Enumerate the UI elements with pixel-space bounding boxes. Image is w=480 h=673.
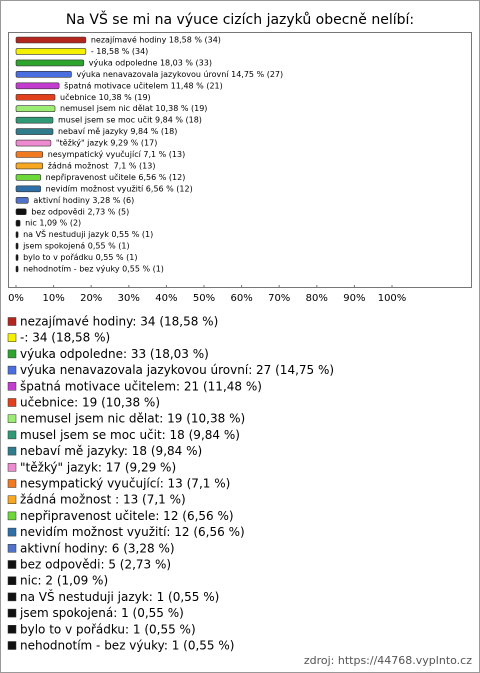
bar xyxy=(15,48,87,55)
bar-label: bez odpovědi 2,73 % (5) xyxy=(31,207,129,216)
bar xyxy=(15,162,43,170)
legend-label: nemusel jsem nic dělat: 19 (10,38 %) xyxy=(20,412,245,426)
legend-swatch xyxy=(7,430,17,440)
x-tick-label: 0% xyxy=(8,293,24,304)
legend-label: na VŠ nestuduji jazyk: 1 (0,55 %) xyxy=(20,589,219,604)
bar-label: na VŠ nestuduji jazyk 0,55 % (1) xyxy=(23,228,153,239)
legend-swatch xyxy=(7,625,17,634)
bar xyxy=(15,36,87,44)
x-tick-label: 30% xyxy=(118,293,140,304)
bar-label: výuka odpoledne 18,03 % (33) xyxy=(89,58,212,67)
legend-swatch xyxy=(7,349,17,359)
legend-label: učebnice: 19 (10,38 %) xyxy=(20,396,160,410)
bar-label: nehodnotím - bez výuky 0,55 % (1) xyxy=(23,265,164,274)
legend-swatch xyxy=(7,382,17,391)
legend-label: aktivní hodiny: 6 (3,28 %) xyxy=(20,541,175,555)
bar-label: - 18,58 % (34) xyxy=(91,47,148,56)
bar xyxy=(15,116,54,124)
bar xyxy=(15,139,52,147)
legend-swatch xyxy=(7,479,17,488)
legend-swatch xyxy=(7,592,17,602)
source: zdroj: https://44768.vyplnto.cz xyxy=(304,654,472,667)
bar xyxy=(15,105,56,112)
legend-label: "těžký" jazyk: 17 (9,29 %) xyxy=(20,460,176,474)
bar xyxy=(15,174,41,181)
bar xyxy=(15,219,21,227)
bar-label: "těžký" jazyk 9,29 % (17) xyxy=(56,139,157,148)
legend-label: -: 34 (18,58 %) xyxy=(20,331,110,345)
bar xyxy=(15,71,72,78)
bar-label: nemusel jsem nic dělat 10,38 % (19) xyxy=(60,104,207,113)
bar-label: nesympatický vyučující 7,1 % (13) xyxy=(48,149,186,159)
legend-swatch xyxy=(7,414,17,423)
bar xyxy=(15,59,85,67)
legend-swatch xyxy=(7,446,17,456)
legend-label: musel jsem se moc učit: 18 (9,84 %) xyxy=(20,428,240,442)
bar-label: nevidím možnost využití 6,56 % (12) xyxy=(46,184,193,193)
bar xyxy=(15,82,60,90)
bar xyxy=(15,231,19,238)
legend-label: bez odpovědi: 5 (2,73 %) xyxy=(20,558,171,572)
x-tick-label: 60% xyxy=(230,293,252,304)
bar-label: nebaví mě jazyky 9,84 % (18) xyxy=(58,127,177,136)
x-tick-label: 50% xyxy=(193,293,215,304)
legend-swatch xyxy=(7,527,17,537)
x-tick-label: 80% xyxy=(306,293,328,304)
legend-swatch xyxy=(7,365,17,375)
legend-swatch xyxy=(7,398,17,407)
x-tick-label: 40% xyxy=(155,293,177,304)
legend-label: nic: 2 (1,09 %) xyxy=(20,574,108,588)
bar-label: aktivní hodiny 3,28 % (6) xyxy=(33,196,134,205)
legend-label: jsem spokojená: 1 (0,55 %) xyxy=(19,606,184,620)
legend-label: nebaví mě jazyky: 18 (9,84 %) xyxy=(20,444,202,458)
legend-swatch xyxy=(7,641,17,650)
legend-swatch xyxy=(7,576,17,585)
x-tick-label: 10% xyxy=(42,293,64,304)
bar xyxy=(15,197,29,204)
legend-label: špatná motivace učitelem: 21 (11,48 %) xyxy=(20,379,262,393)
legend-swatch xyxy=(7,511,17,521)
bar-label: jsem spokojená 0,55 % (1) xyxy=(22,242,130,251)
x-tick-label: 90% xyxy=(343,293,365,304)
bar xyxy=(15,254,19,261)
legend-label: nevidím možnost využití: 12 (6,56 %) xyxy=(20,525,245,539)
bar-label: učebnice 10,38 % (19) xyxy=(60,92,151,102)
bar xyxy=(15,185,41,193)
legend-swatch xyxy=(7,608,17,618)
bar-label: nepřipravenost učitele 6,56 % (12) xyxy=(46,172,186,182)
bar xyxy=(15,151,43,158)
bar-label: výuka nenavazovala jazykovou úrovní 14,7… xyxy=(76,70,283,79)
bar-label: nezajímavé hodiny 18,58 % (34) xyxy=(91,35,221,45)
legend-label: nepřipravenost učitele: 12 (6,56 %) xyxy=(20,509,234,523)
legend-label: bylo to v pořádku: 1 (0,55 %) xyxy=(20,622,196,636)
bar-label: špatná motivace učitelem 11,48 % (21) xyxy=(64,80,223,90)
x-tick-label: 100% xyxy=(378,293,407,304)
bar xyxy=(15,208,27,216)
legend-label: nehodnotím - bez výuky: 1 (0,55 %) xyxy=(20,639,234,653)
legend-swatch xyxy=(7,495,17,504)
x-tick-label: 70% xyxy=(268,293,290,304)
legend-swatch xyxy=(7,544,17,553)
plot-frame xyxy=(8,32,472,288)
legend-swatch xyxy=(7,333,17,342)
bar xyxy=(15,128,54,135)
x-tick-label: 20% xyxy=(80,293,102,304)
legend-swatch xyxy=(7,560,17,569)
bar-label: nic 1,09 % (2) xyxy=(25,219,81,228)
bar xyxy=(15,242,19,250)
chart-title: Na VŠ se mi na výuce cizích jazyků obecn… xyxy=(66,10,414,28)
legend-swatch xyxy=(7,317,17,326)
legend-label: nesympatický vyučující: 13 (7,1 %) xyxy=(20,477,230,491)
bar xyxy=(15,265,19,273)
legend-label: nezajímavé hodiny: 34 (18,58 %) xyxy=(20,315,218,329)
bar-label: musel jsem se moc učit 9,84 % (18) xyxy=(58,115,202,125)
legend-label: výuka odpoledne: 33 (18,03 %) xyxy=(20,347,209,361)
legend-label: žádná možnost : 13 (7,1 %) xyxy=(20,493,186,507)
bar-label: bylo to v pořádku 0,55 % (1) xyxy=(23,253,137,262)
bar-label: žádná možnost 7,1 % (13) xyxy=(48,161,156,170)
bar xyxy=(15,93,56,101)
legend-swatch xyxy=(7,463,17,472)
legend-label: výuka nenavazovala jazykovou úrovní: 27 … xyxy=(20,363,334,377)
